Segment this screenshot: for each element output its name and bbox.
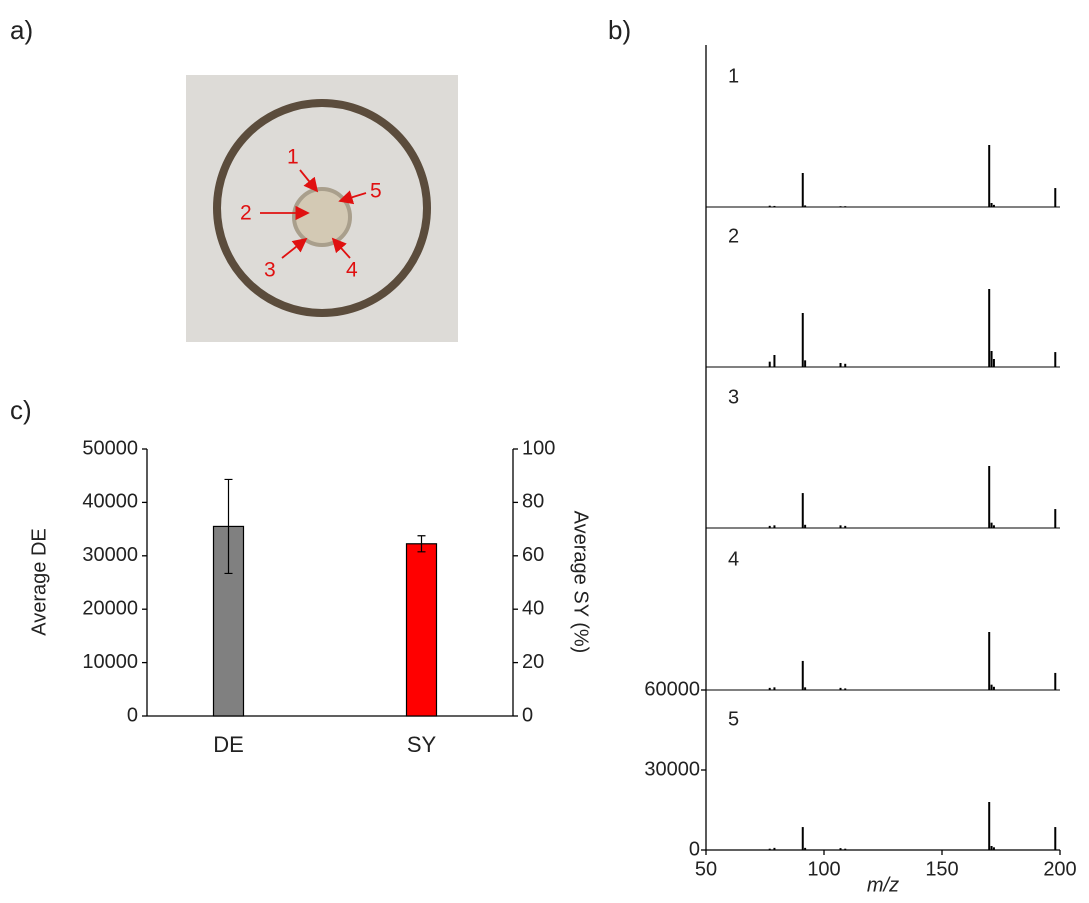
y-tick-label: 30000 xyxy=(82,544,138,566)
spot-label: 5 xyxy=(370,180,382,203)
ring xyxy=(213,99,431,317)
x-tick-label: SY xyxy=(407,732,437,757)
arrow xyxy=(281,237,308,259)
y-tick-label: 10000 xyxy=(82,651,138,673)
spectrum-label: 4 xyxy=(728,548,739,570)
x-tick-label: 100 xyxy=(807,858,840,880)
y-tick-label: 60000 xyxy=(644,678,700,700)
spot-label: 3 xyxy=(264,259,276,282)
panel-label: c) xyxy=(10,395,32,425)
spectrum-label: 1 xyxy=(728,65,739,87)
spot-label: 1 xyxy=(287,146,299,169)
y2-tick-label: 20 xyxy=(522,651,544,673)
bar xyxy=(405,543,438,717)
photo: 1 2 3 4 5 xyxy=(186,75,458,342)
y-tick-label: 0 xyxy=(689,838,700,860)
x-tick-label: 50 xyxy=(695,858,717,880)
y-tick-label: 50000 xyxy=(82,437,138,459)
y-tick-label: 40000 xyxy=(82,491,138,513)
y-tick-label: 20000 xyxy=(82,597,138,619)
x-tick-label: 200 xyxy=(1043,858,1076,880)
spot-label: 4 xyxy=(346,259,358,282)
error-bar xyxy=(417,535,426,553)
arrow xyxy=(331,237,351,259)
error-bar xyxy=(224,478,233,575)
spectrum-label: 3 xyxy=(728,386,739,408)
spot-label: 2 xyxy=(240,202,252,225)
y-axis-label: Average DE xyxy=(28,528,50,635)
panel-label: b) xyxy=(608,15,631,45)
y2-tick-label: 60 xyxy=(522,544,544,566)
y2-tick-label: 80 xyxy=(522,491,544,513)
y2-axis-label: Average SY (%) xyxy=(570,511,592,654)
x-axis-label: m/z xyxy=(867,874,899,896)
y-tick-label: 0 xyxy=(127,704,138,726)
y2-tick-label: 40 xyxy=(522,597,544,619)
x-tick-label: 150 xyxy=(925,858,958,880)
spectrum-label: 5 xyxy=(728,708,739,730)
arrow xyxy=(299,169,319,193)
y2-tick-label: 100 xyxy=(522,437,555,459)
arrow xyxy=(338,190,367,205)
spectrum-label: 2 xyxy=(728,225,739,247)
x-tick-label: DE xyxy=(213,732,244,757)
y2-tick-label: 0 xyxy=(522,704,533,726)
y-tick-label: 30000 xyxy=(644,758,700,780)
spot xyxy=(292,187,352,247)
panel-label: a) xyxy=(10,15,33,45)
